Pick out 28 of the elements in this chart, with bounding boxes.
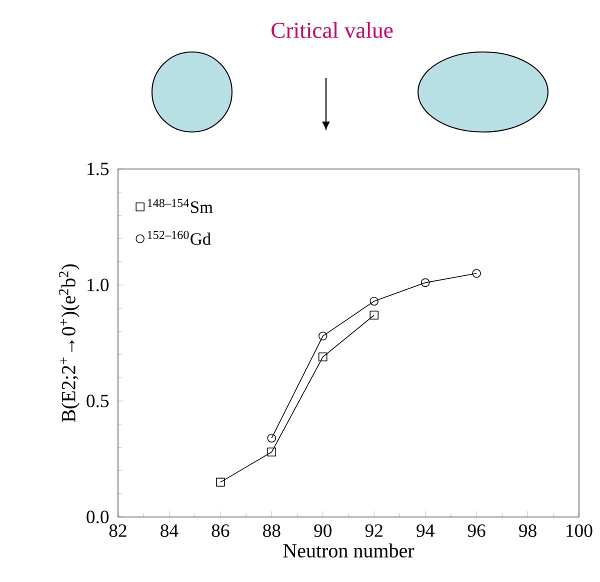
y-tick-label: 1.0 (88, 278, 109, 292)
legend-label: $^{152–160}$Gd (148, 230, 211, 245)
point (318, 332, 328, 340)
x-tick-label: 84 (160, 524, 178, 537)
legend-label: $^{148–154}$Sm (148, 198, 213, 213)
x-tick-label: 94 (416, 524, 434, 537)
x-tick-label: 82 (109, 524, 126, 537)
point (472, 268, 481, 278)
point (267, 448, 276, 456)
y-tick-label: 0.5 (86, 394, 109, 408)
point (370, 296, 379, 306)
x-tick-label: 96 (468, 524, 486, 537)
point (267, 434, 276, 443)
y-tick-label: 0.0 (86, 510, 109, 524)
point (420, 278, 430, 288)
point (216, 478, 225, 487)
text: B(E2;2$^{+}$→0$^{+}$)(e$^{2}$b$^{2}$) (58, 264, 80, 422)
point (370, 310, 379, 320)
x-tick-label: 90 (314, 524, 332, 537)
x-tick-label: 100 (566, 524, 592, 537)
point (318, 352, 328, 362)
x-tick-label: 88 (263, 524, 280, 537)
x-tick-label: 98 (519, 524, 536, 537)
y-tick-label: 1.5 (88, 162, 109, 176)
x-tick-label: 92 (365, 524, 382, 537)
text: Critical value (272, 22, 393, 38)
x-tick-label: 86 (212, 524, 230, 537)
x-axis-title: Neutron number (283, 543, 414, 558)
